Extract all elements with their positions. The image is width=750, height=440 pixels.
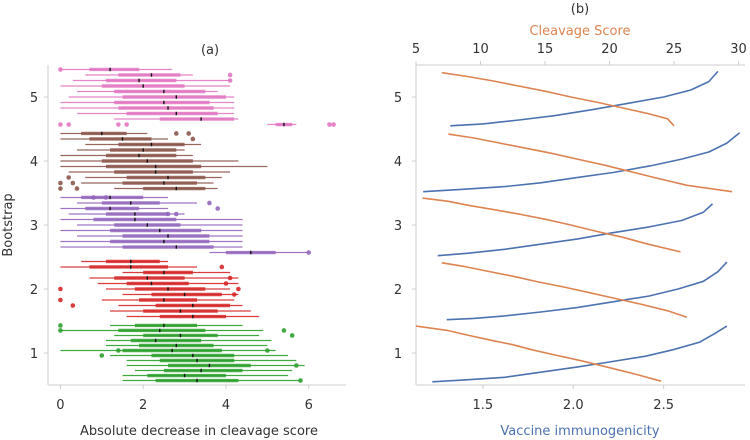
b-bottom-tick-label-2.5: 2.5 <box>653 398 674 413</box>
cleavage-line-3 <box>422 197 681 253</box>
outlier-38 <box>227 78 233 83</box>
a-xtick-label-6: 6 <box>305 398 313 413</box>
immunogenicity-line-3 <box>437 203 714 257</box>
immunogenicity-line-5 <box>450 70 719 127</box>
outlier-10 <box>231 292 237 297</box>
panel-a-x-axis-title: Absolute decrease in cleavage score <box>80 424 318 439</box>
b-top-tick-label-20: 20 <box>601 42 618 57</box>
panel-a-y-axis-title: Bootstrap <box>1 193 16 256</box>
outlier-4 <box>289 333 295 338</box>
panel-b-lines <box>415 70 741 383</box>
b-bottom-tick-label-2.0: 2.0 <box>563 398 584 413</box>
panel-b-y-ticks: 1 2 3 4 5 <box>394 91 416 362</box>
a-ytick-label-5: 5 <box>30 91 38 106</box>
cleavage-line-1 <box>415 325 662 382</box>
a-ytick-label-4: 4 <box>30 155 38 170</box>
b-top-tick-label-10: 10 <box>472 42 489 57</box>
outlier-11 <box>223 281 229 286</box>
outlier-33 <box>331 122 336 127</box>
panel-b-top-ticks: 5 10 15 20 25 30 <box>412 42 747 65</box>
a-ytick-label-3: 3 <box>30 219 38 234</box>
panel-a-x-ticks: 0 2 4 6 <box>56 385 313 413</box>
outlier-40 <box>58 67 63 72</box>
immunogenicity-line-1 <box>432 325 728 383</box>
panel-b-bottom-ticks: 1.5 2.0 2.5 <box>473 385 674 413</box>
outlier-5 <box>58 328 63 333</box>
outlier-32 <box>327 122 332 127</box>
outlier-36 <box>58 122 63 127</box>
outlier-37 <box>66 122 71 127</box>
b-bottom-tick-label-1.5: 1.5 <box>473 398 494 413</box>
outlier-25 <box>74 186 80 191</box>
b-top-tick-label-25: 25 <box>666 42 683 57</box>
a-xtick-label-4: 4 <box>222 398 230 413</box>
panel-b-label: (b) <box>571 2 589 17</box>
panel-a-boxes <box>58 67 336 383</box>
a-xtick-label-0: 0 <box>56 398 64 413</box>
a-ytick-label-2: 2 <box>30 283 38 298</box>
panel-a-y-ticks: 1 2 3 4 5 <box>30 91 48 362</box>
b-ytick-label-1: 1 <box>394 347 402 362</box>
outlier-21 <box>207 200 212 206</box>
b-ytick-label-2: 2 <box>394 283 402 298</box>
outlier-23 <box>103 195 109 200</box>
panel-b-bottom-axis-title: Vaccine immunogenicity <box>500 424 659 439</box>
b-top-tick-label-5: 5 <box>412 42 420 57</box>
outlier-1 <box>294 363 299 368</box>
panel-a: (a) 0 2 4 6 1 2 3 4 5 Absolute decrease in clea… <box>1 43 346 439</box>
outlier-3 <box>265 348 270 353</box>
outlier-15 <box>70 303 76 308</box>
b-ytick-label-5: 5 <box>394 91 402 106</box>
cleavage-line-5 <box>441 71 675 127</box>
outlier-0 <box>298 378 303 383</box>
cleavage-line-2 <box>441 262 688 318</box>
outlier-26 <box>58 180 63 186</box>
outlier-30 <box>186 131 192 136</box>
outlier-20 <box>215 206 220 211</box>
outlier-13 <box>58 286 63 292</box>
outlier-28 <box>66 175 71 180</box>
outlier-39 <box>227 72 233 78</box>
outlier-14 <box>58 297 63 303</box>
outlier-29 <box>190 136 196 142</box>
outlier-7 <box>58 323 63 328</box>
outlier-35 <box>124 122 129 127</box>
panel-a-label: (a) <box>201 43 219 58</box>
outlier-16 <box>219 264 225 270</box>
outlier-2 <box>116 348 121 353</box>
panel-b-top-axis-title: Cleavage Score <box>529 24 630 39</box>
b-top-tick-label-30: 30 <box>730 42 747 57</box>
immunogenicity-line-2 <box>446 261 728 321</box>
a-ytick-label-1: 1 <box>30 347 38 362</box>
outlier-8 <box>99 353 105 358</box>
b-ytick-label-3: 3 <box>394 219 402 234</box>
outlier-34 <box>116 122 121 127</box>
outlier-31 <box>174 131 179 136</box>
immunogenicity-line-4 <box>423 132 741 193</box>
b-top-tick-label-15: 15 <box>537 42 554 57</box>
outlier-22 <box>91 195 96 200</box>
a-xtick-label-2: 2 <box>139 398 147 413</box>
outlier-18 <box>165 211 171 217</box>
panel-b: (b) Cleavage Score 1.5 2.0 2.5 5 10 15 20 25 30… <box>394 2 747 439</box>
outlier-12 <box>227 275 233 281</box>
outlier-17 <box>306 250 312 255</box>
outlier-6 <box>281 328 287 333</box>
outlier-24 <box>58 186 63 191</box>
outlier-27 <box>70 180 76 186</box>
cleavage-line-4 <box>448 133 733 193</box>
outlier-9 <box>236 286 241 292</box>
b-ytick-label-4: 4 <box>394 155 402 170</box>
outlier-19 <box>174 211 179 217</box>
